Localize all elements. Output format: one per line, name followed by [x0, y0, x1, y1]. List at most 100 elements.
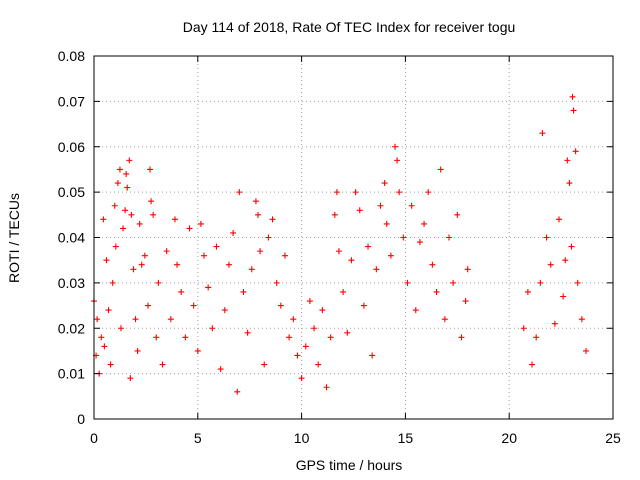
data-point-plus-marker — [373, 266, 380, 273]
data-point-plus-marker — [209, 325, 216, 332]
data-point-plus-marker — [437, 166, 444, 173]
data-point-plus-marker — [155, 279, 162, 286]
data-point-plus-marker — [190, 302, 197, 309]
data-point-plus-marker — [261, 361, 268, 368]
data-point-plus-marker — [255, 211, 262, 218]
data-point-plus-marker — [396, 189, 403, 196]
data-point-plus-marker — [454, 211, 461, 218]
data-point-plus-marker — [404, 279, 411, 286]
data-point-plus-marker — [197, 220, 204, 227]
data-point-plus-marker — [344, 329, 351, 336]
data-point-plus-marker — [150, 211, 157, 218]
data-point-plus-marker — [98, 334, 105, 341]
y-tick-label: 0.07 — [58, 93, 85, 109]
data-point-plus-marker — [117, 325, 124, 332]
data-point-plus-marker — [445, 234, 452, 241]
data-point-plus-marker — [128, 211, 135, 218]
data-point-plus-marker — [572, 148, 579, 155]
data-point-plus-marker — [383, 220, 390, 227]
data-point-plus-marker — [103, 257, 110, 264]
data-point-plus-marker — [167, 316, 174, 323]
points-layer — [91, 93, 590, 395]
data-point-plus-marker — [217, 366, 224, 373]
data-point-plus-marker — [134, 347, 141, 354]
data-point-plus-marker — [331, 211, 338, 218]
data-point-plus-marker — [394, 157, 401, 164]
data-point-plus-marker — [566, 180, 573, 187]
data-point-plus-marker — [213, 243, 220, 250]
x-tick-label: 25 — [605, 430, 621, 446]
data-point-plus-marker — [568, 243, 575, 250]
data-point-plus-marker — [277, 302, 284, 309]
y-tick-label: 0.05 — [58, 184, 85, 200]
data-point-plus-marker — [178, 288, 185, 295]
data-point-plus-marker — [105, 307, 112, 314]
y-tick-label: 0.01 — [58, 366, 85, 382]
data-point-plus-marker — [163, 248, 170, 255]
data-point-plus-marker — [574, 279, 581, 286]
data-point-plus-marker — [109, 279, 116, 286]
data-point-plus-marker — [578, 316, 585, 323]
data-point-plus-marker — [281, 252, 288, 259]
data-point-plus-marker — [147, 166, 154, 173]
data-point-plus-marker — [205, 284, 212, 291]
data-point-plus-marker — [273, 279, 280, 286]
axis-layer: 0 0.01 0.02 0.03 0.04 0.05 0.06 0.07 0.08 0 5 10 15 2… — [58, 48, 621, 446]
data-point-plus-marker — [583, 347, 590, 354]
data-point-plus-marker — [551, 320, 558, 327]
data-point-plus-marker — [408, 202, 415, 209]
data-point-plus-marker — [529, 361, 536, 368]
data-point-plus-marker — [547, 261, 554, 268]
data-point-plus-marker — [230, 229, 237, 236]
data-point-plus-marker — [360, 302, 367, 309]
x-tick-label: 10 — [294, 430, 310, 446]
data-point-plus-marker — [116, 166, 123, 173]
data-point-plus-marker — [100, 216, 107, 223]
data-point-plus-marker — [120, 225, 127, 232]
data-point-plus-marker — [433, 288, 440, 295]
data-point-plus-marker — [333, 189, 340, 196]
data-point-plus-marker — [186, 225, 193, 232]
data-point-plus-marker — [265, 234, 272, 241]
data-point-plus-marker — [377, 202, 384, 209]
data-point-plus-marker — [286, 334, 293, 341]
data-point-plus-marker — [269, 216, 276, 223]
data-point-plus-marker — [450, 279, 457, 286]
x-tick-label: 5 — [194, 430, 202, 446]
data-point-plus-marker — [201, 252, 208, 259]
data-point-plus-marker — [564, 157, 571, 164]
data-point-plus-marker — [335, 248, 342, 255]
y-tick-label: 0.03 — [58, 275, 85, 291]
data-point-plus-marker — [524, 288, 531, 295]
x-axis-label: GPS time / hours — [296, 457, 403, 473]
data-point-plus-marker — [340, 288, 347, 295]
data-point-plus-marker — [174, 261, 181, 268]
x-tick-label: 0 — [90, 430, 98, 446]
data-point-plus-marker — [327, 334, 334, 341]
data-point-plus-marker — [234, 388, 241, 395]
data-point-plus-marker — [319, 307, 326, 314]
data-point-plus-marker — [400, 234, 407, 241]
data-point-plus-marker — [290, 316, 297, 323]
data-point-plus-marker — [311, 325, 318, 332]
data-point-plus-marker — [520, 325, 527, 332]
data-point-plus-marker — [107, 361, 114, 368]
data-point-plus-marker — [429, 261, 436, 268]
data-point-plus-marker — [194, 347, 201, 354]
data-point-plus-marker — [392, 143, 399, 150]
data-point-plus-marker — [441, 316, 448, 323]
data-point-plus-marker — [381, 180, 388, 187]
data-point-plus-marker — [252, 198, 259, 205]
data-point-plus-marker — [298, 375, 305, 382]
data-point-plus-marker — [236, 189, 243, 196]
data-point-plus-marker — [365, 243, 372, 250]
chart-title: Day 114 of 2018, Rate Of TEC Index for r… — [183, 19, 516, 35]
data-point-plus-marker — [171, 216, 178, 223]
data-point-plus-marker — [458, 334, 465, 341]
data-point-plus-marker — [240, 288, 247, 295]
y-tick-label: 0.04 — [58, 230, 85, 246]
data-point-plus-marker — [352, 189, 359, 196]
data-point-plus-marker — [248, 266, 255, 273]
data-point-plus-marker — [315, 361, 322, 368]
